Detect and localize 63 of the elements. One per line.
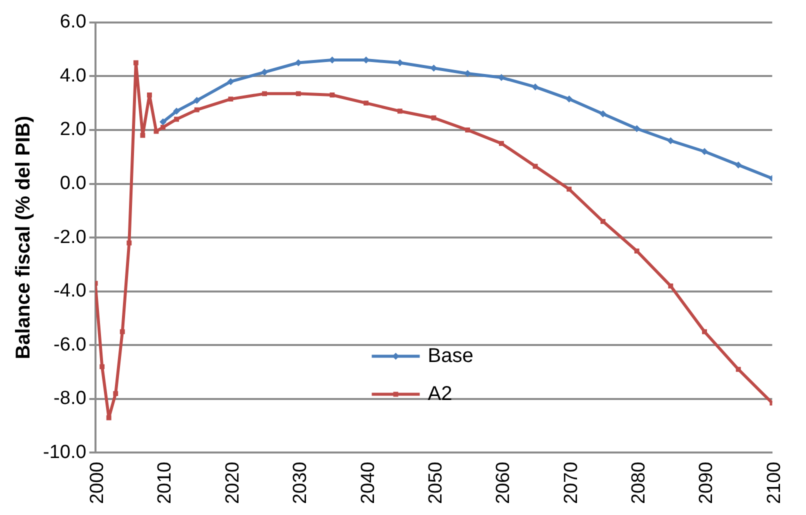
point: [736, 366, 741, 372]
y-tick-label: -4.0: [54, 280, 86, 302]
y-tick-label: 2.0: [60, 119, 86, 140]
point: [364, 100, 369, 106]
y-tick-label: -10.0: [42, 442, 86, 463]
x-tick-label: 2000: [87, 462, 108, 504]
x-tick-label: 2080: [628, 462, 650, 504]
x-tick-label: 2100: [764, 462, 785, 504]
point: [702, 329, 707, 334]
point: [397, 108, 402, 114]
x-tick-label: 2030: [290, 462, 312, 504]
point: [566, 186, 572, 192]
point: [330, 92, 335, 98]
legend-label: Base: [428, 344, 474, 367]
point: [140, 132, 146, 138]
legend-label: A2: [428, 382, 452, 405]
point: [566, 96, 573, 103]
point: [160, 124, 166, 130]
point: [194, 107, 200, 112]
point: [431, 115, 436, 120]
point: [634, 248, 640, 254]
y-tick-label: 6.0: [60, 12, 86, 33]
point: [133, 60, 138, 66]
point: [296, 91, 301, 96]
point: [173, 108, 180, 115]
point: [228, 96, 234, 102]
point: [227, 78, 234, 86]
point: [667, 137, 674, 144]
y-tick-label: -6.0: [54, 334, 86, 356]
point: [146, 92, 152, 98]
point: [126, 240, 132, 246]
point: [193, 96, 200, 104]
point: [174, 116, 180, 122]
point: [532, 164, 538, 169]
point: [600, 218, 606, 224]
x-tick-label: 2010: [154, 462, 176, 504]
point: [100, 364, 105, 370]
point: [532, 83, 539, 90]
point: [159, 118, 166, 126]
x-tick-label: 2090: [696, 462, 718, 504]
x-tick-label: 2050: [425, 462, 446, 504]
point: [465, 128, 470, 132]
point: [734, 161, 742, 168]
point: [261, 68, 268, 76]
y-tick-label: 4.0: [60, 65, 86, 86]
point: [701, 148, 708, 155]
point: [106, 415, 112, 420]
point: [120, 329, 125, 334]
point: [262, 91, 268, 96]
point: [113, 391, 118, 396]
point: [498, 140, 504, 146]
y-tick-label: 0.0: [60, 173, 86, 194]
x-tick-label: 2060: [493, 462, 514, 504]
point: [633, 125, 640, 132]
y-axis-title: Balance fiscal (% del PIB): [12, 116, 35, 360]
x-tick-label: 2040: [358, 462, 379, 504]
point: [668, 284, 674, 288]
x-tick-label: 2020: [222, 462, 244, 504]
point: [154, 128, 159, 134]
x-tick-label: 2070: [560, 462, 582, 504]
y-tick-label: -8.0: [54, 388, 86, 410]
y-tick-label: -2.0: [54, 226, 86, 248]
point: [599, 110, 606, 118]
